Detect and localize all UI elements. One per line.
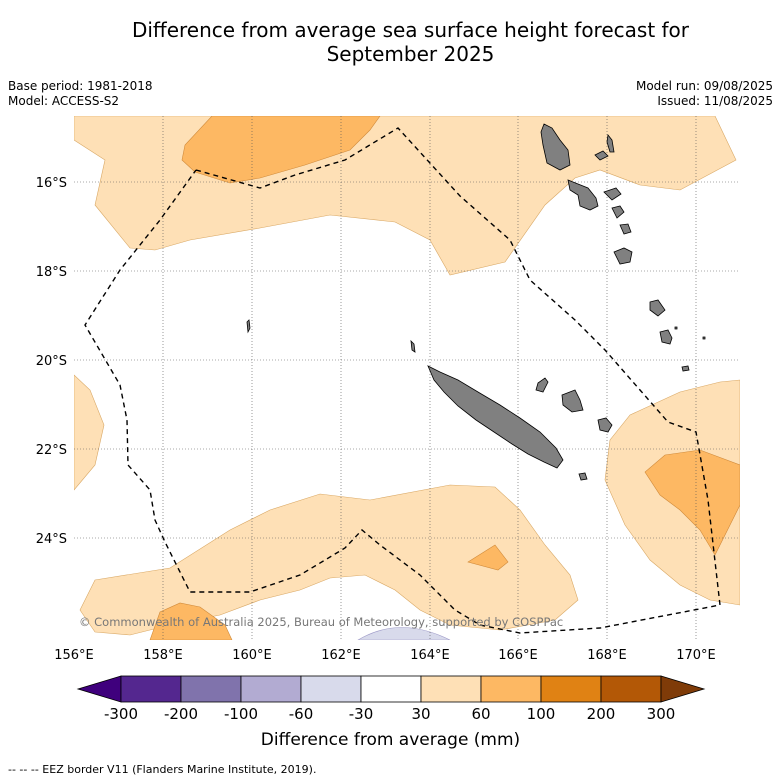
colorbar-segment (120, 675, 182, 703)
issued-text: Issued: 11/08/2025 (657, 94, 773, 108)
land-masses (246, 123, 706, 481)
lat-label: 22°S (36, 443, 67, 458)
colorbar-tick: -60 (289, 705, 314, 723)
vanuatu-aneityum (681, 365, 690, 372)
colorbar-segment (540, 675, 602, 703)
colorbar-tick: -30 (349, 705, 374, 723)
colorbar-tick: -300 (104, 705, 138, 723)
colorbar-segment (480, 675, 542, 703)
base-period-text: Base period: 1981-2018 (8, 79, 153, 93)
small-islet-far-east (702, 336, 706, 340)
colorbar-right-extension (660, 675, 706, 703)
belep-islands (410, 339, 416, 353)
lon-label: 166°E (498, 648, 538, 663)
vanuatu-shepherds (619, 223, 632, 235)
isle-of-pines (578, 472, 588, 481)
eez-footnote: -- -- -- EEZ border V11 (Flanders Marine… (8, 763, 317, 776)
lat-label: 20°S (36, 354, 67, 369)
model-text: Model: ACCESS-S2 (8, 94, 120, 108)
gridlines (74, 116, 740, 640)
colorbar-tick: -100 (224, 705, 258, 723)
colorbar-segment (420, 675, 482, 703)
vanuatu-erromango (649, 299, 666, 317)
model-run-text: Model run: 09/08/2025 (635, 79, 773, 93)
colorbar-segment (180, 675, 242, 703)
small-islet-east (674, 326, 678, 330)
vanuatu-efate (613, 247, 633, 265)
vanuatu-ambrym (603, 187, 622, 201)
north-strong-region (181, 116, 381, 184)
meta-right: Model run: 09/08/2025 Issued: 11/08/2025 (636, 79, 773, 109)
colorbar-segment (240, 675, 302, 703)
title-line-1: Difference from average sea surface heig… (131, 18, 690, 42)
colorbar-tick: 300 (647, 705, 676, 723)
eez-border (84, 127, 721, 634)
lon-label: 160°E (232, 648, 272, 663)
south-positive-region (79, 484, 579, 636)
southwest-strong-region (149, 602, 233, 640)
latitude-labels: 16°S 18°S 20°S 22°S 24°S (36, 176, 67, 547)
colorbar-left-extension (76, 675, 122, 703)
lon-label: 162°E (321, 648, 361, 663)
south-small-region (467, 544, 509, 571)
chart-title: Difference from average sea surface heig… (40, 18, 781, 66)
map-area: © Commonwealth of Australia 2025, Bureau… (74, 116, 740, 640)
colorbar-tick: 60 (471, 705, 490, 723)
loyalty-island-lifou (561, 389, 584, 413)
lon-label: 170°E (676, 648, 716, 663)
colorbar-tick: 30 (411, 705, 430, 723)
colorbar-segment (300, 675, 362, 703)
lon-label: 156°E (54, 648, 94, 663)
vanuatu-malakula (567, 179, 599, 211)
loyalty-island-ouvea (535, 377, 549, 393)
colorbar: -300 -200 -100 -60 -30 30 60 100 200 300 (76, 675, 706, 723)
colorbar-tick: 100 (527, 705, 556, 723)
title-line-2: September 2025 (326, 42, 495, 66)
lat-label: 24°S (36, 532, 67, 547)
lon-label: 168°E (587, 648, 627, 663)
colorbar-tick-labels: -300 -200 -100 -60 -30 30 60 100 200 300 (104, 705, 675, 723)
vanuatu-espiritu-santo (540, 123, 571, 171)
colorbar-tick: -200 (164, 705, 198, 723)
vanuatu-epi (611, 205, 625, 219)
lat-label: 18°S (36, 265, 67, 280)
colorbar-segment (600, 675, 662, 703)
copyright-text: © Commonwealth of Australia 2025, Bureau… (79, 615, 563, 629)
lon-label: 158°E (143, 648, 183, 663)
lon-label: 164°E (410, 648, 450, 663)
colorbar-segment (360, 675, 422, 703)
chesterfield-islet (246, 319, 251, 334)
east-strong-region (644, 449, 740, 556)
lat-label: 16°S (36, 176, 67, 191)
loyalty-island-mare (597, 417, 613, 433)
vanuatu-tanna (659, 329, 673, 345)
negative-region (357, 627, 451, 640)
colorbar-tick: 200 (587, 705, 616, 723)
meta-left: Base period: 1981-2018 Model: ACCESS-S2 (8, 79, 153, 109)
vanuatu-maewo (594, 150, 609, 161)
new-caledonia-mainland (427, 365, 564, 469)
longitude-labels: 156°E 158°E 160°E 162°E 164°E 166°E 168°… (54, 648, 716, 663)
contour-60-100 (149, 116, 740, 640)
west-positive-region (74, 374, 105, 491)
vanuatu-pentecost (606, 134, 615, 153)
colorbar-label: Difference from average (mm) (260, 730, 521, 750)
